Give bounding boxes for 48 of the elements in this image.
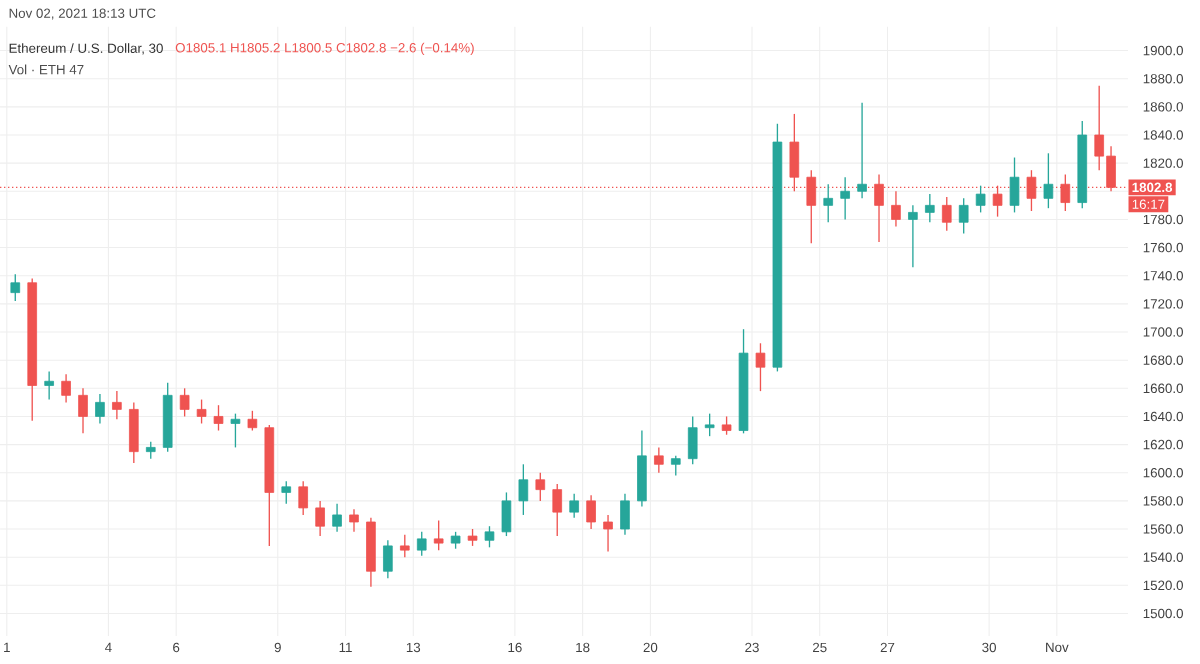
candlestick xyxy=(620,493,630,536)
candlestick xyxy=(247,410,258,432)
candlestick xyxy=(755,342,766,392)
candlestick xyxy=(975,185,986,214)
candlestick xyxy=(298,480,308,516)
candlestick xyxy=(129,401,139,464)
candlestick xyxy=(400,533,410,558)
candlestick xyxy=(603,514,613,553)
candlestick xyxy=(637,429,647,508)
candlestick xyxy=(586,494,596,530)
candlestick xyxy=(433,519,444,551)
candlestick xyxy=(704,412,715,437)
candlestick xyxy=(535,472,546,502)
candlestick xyxy=(518,463,529,516)
candlestick xyxy=(10,273,21,302)
candlestick xyxy=(552,483,563,537)
candlestick xyxy=(840,176,850,221)
candlestick xyxy=(501,491,512,537)
candlestick xyxy=(484,525,495,548)
candlestick xyxy=(823,183,834,223)
candlestick xyxy=(383,539,393,579)
candlestick xyxy=(925,193,935,223)
candlestick xyxy=(670,455,681,477)
candlestick xyxy=(61,373,71,404)
candlestick xyxy=(1009,156,1020,214)
candlestick xyxy=(112,390,122,420)
candlestick xyxy=(1043,152,1054,209)
candlestick xyxy=(908,204,918,268)
candlestick xyxy=(721,415,732,436)
candlestick xyxy=(315,500,325,537)
candlestick xyxy=(416,531,427,557)
candlestick xyxy=(230,412,241,449)
candlestick xyxy=(213,404,224,432)
candlestick xyxy=(654,446,664,474)
candlestick xyxy=(569,493,579,519)
candlestick xyxy=(687,415,698,465)
candlestick xyxy=(179,387,190,418)
candlestick xyxy=(44,370,54,401)
candlestick xyxy=(332,503,342,533)
candlestick xyxy=(958,197,969,235)
candlestick xyxy=(857,101,867,200)
candlestick xyxy=(941,196,952,232)
candlestick xyxy=(78,387,88,435)
candlestick xyxy=(196,398,207,425)
candlestick xyxy=(349,508,359,533)
candlestick xyxy=(789,113,800,192)
candlestick xyxy=(281,480,292,505)
candlestick xyxy=(95,393,105,425)
